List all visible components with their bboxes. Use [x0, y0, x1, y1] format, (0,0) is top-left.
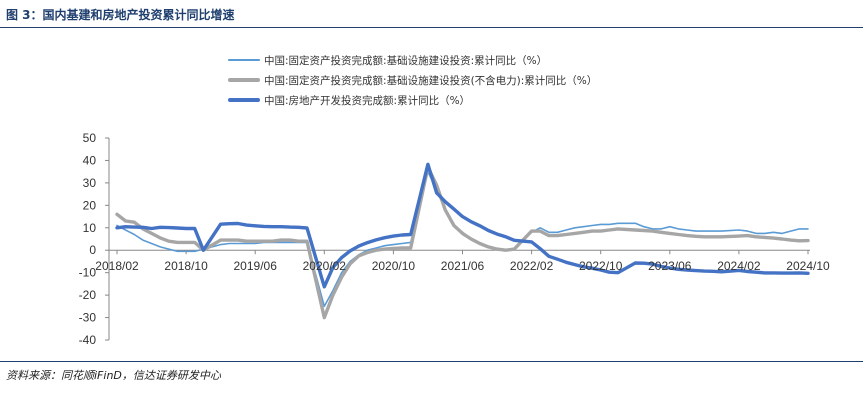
- x-tick-label: 2018/10: [164, 259, 208, 273]
- y-tick-label: -10: [79, 266, 97, 280]
- source-note: 资料来源：同花顺iFinD，信达证券研发中心: [6, 369, 221, 382]
- x-tick-label: 2020/10: [372, 259, 416, 273]
- legend-swatch-infra-ex-power: [228, 78, 260, 82]
- y-tick-label: 0: [89, 243, 96, 257]
- x-tick-layer: 2018/02 2018/10 2019/06 2020/02 2020/10 2021/…: [95, 250, 830, 273]
- series-line-2: [115, 162, 810, 289]
- y-tick-label: 50: [83, 131, 97, 145]
- bottom-rule: [0, 361, 863, 362]
- x-tick-label: 2023/06: [648, 259, 692, 273]
- x-tick-label: 2018/02: [95, 259, 139, 273]
- legend: 中国:固定资产投资完成额:基础设施建设投资:累计同比（%） 中国:固定资产投资完…: [228, 50, 597, 110]
- legend-label-infra: 中国:固定资产投资完成额:基础设施建设投资:累计同比（%）: [264, 54, 548, 67]
- y-tick-label: 30: [83, 176, 97, 190]
- x-tick-label: 2022/02: [510, 259, 554, 273]
- y-tick-label: -30: [79, 311, 97, 325]
- legend-item-infra-ex-power: 中国:固定资产投资完成额:基础设施建设投资(不含电力):累计同比（%）: [228, 70, 597, 90]
- x-tick-label: 2022/10: [579, 259, 623, 273]
- series-line-1: [115, 165, 810, 320]
- legend-item-real-estate: 中国:房地产开发投资完成额:累计同比（%）: [228, 90, 597, 110]
- x-tick-label: 2020/02: [303, 259, 347, 273]
- x-tick-label: 2021/06: [441, 259, 485, 273]
- y-tick-label: -20: [79, 288, 97, 302]
- legend-swatch-infra: [228, 59, 260, 61]
- series-layer: [115, 162, 810, 320]
- y-tick-label: 10: [83, 221, 97, 235]
- legend-label-real-estate: 中国:房地产开发投资完成额:累计同比（%）: [264, 94, 471, 107]
- legend-swatch-real-estate: [228, 98, 260, 102]
- y-tick-layer: 50 40 30 20 10 0 -10 -20 -30 -40: [79, 131, 110, 347]
- x-tick-label: 2019/06: [234, 259, 278, 273]
- figure-title: 图 3：国内基建和房地产投资累计同比增速: [6, 8, 235, 22]
- x-tick-label: 2024/10: [786, 259, 830, 273]
- x-tick-label: 2024/02: [717, 259, 761, 273]
- y-tick-label: 40: [83, 153, 97, 167]
- y-tick-label: 20: [83, 198, 97, 212]
- y-tick-label: -40: [79, 333, 97, 347]
- legend-label-infra-ex-power: 中国:固定资产投资完成额:基础设施建设投资(不含电力):累计同比（%）: [264, 74, 598, 87]
- legend-item-infra: 中国:固定资产投资完成额:基础设施建设投资:累计同比（%）: [228, 50, 597, 70]
- top-rule: [0, 27, 863, 28]
